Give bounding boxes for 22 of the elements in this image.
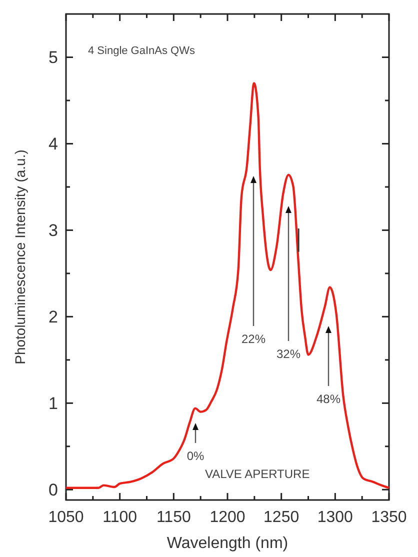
- line-series: [64, 82, 390, 489]
- y-tick-label: 3: [48, 221, 58, 240]
- annotation: 48%: [316, 392, 341, 406]
- annotation: 4 Single GaInAs QWs: [88, 45, 196, 57]
- y-tick-label: 1: [48, 394, 58, 414]
- annotation: 0%: [186, 449, 204, 463]
- x-tick-label: 1300: [317, 509, 354, 526]
- y-axis-title: Photoluminescence Intensity (a.u.): [12, 150, 28, 364]
- y-tick-label: 2: [48, 308, 58, 327]
- x-axis-title: Wavelength (nm): [166, 535, 288, 552]
- y-tick-label: 0: [48, 480, 58, 500]
- y-tick-label: 5: [48, 48, 58, 68]
- annotation: 32%: [276, 347, 301, 361]
- x-tick-label: 1200: [210, 509, 246, 526]
- x-tick-label: 1150: [156, 509, 191, 526]
- x-tick-label: 1100: [102, 509, 138, 526]
- x-tick-label: 1250: [264, 509, 300, 526]
- annotation: 22%: [241, 332, 266, 346]
- x-tick-label: 1050: [48, 509, 84, 526]
- annotation: VALVE APERTURE: [205, 467, 310, 481]
- y-tick-label: 4: [48, 134, 58, 154]
- x-tick-label: 1350: [371, 509, 407, 526]
